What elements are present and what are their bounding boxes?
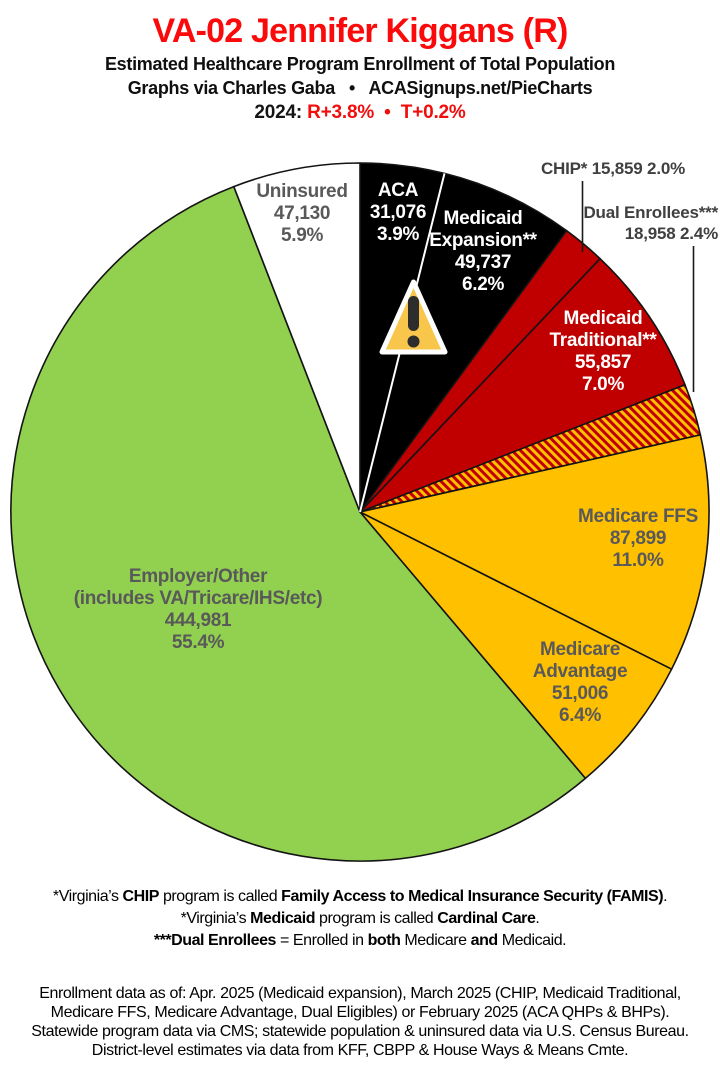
pie-slice-medicare-ffs: [359, 434, 710, 670]
chart-header: VA-02 Jennifer Kiggans (R) Estimated Hea…: [0, 10, 720, 125]
slice-label-medicaid-expansion: Medicaid Expansion** 49,737 6.2%: [429, 208, 537, 295]
footnote-chip: *Virginia’s CHIP program is called Famil…: [52, 888, 668, 905]
warning-exclamation-dot: [407, 335, 420, 348]
slice-label-aca: ACA 31,076 3.9%: [369, 180, 427, 245]
warning-exclamation-bar: [408, 296, 419, 331]
slice-label-employer-other: Employer/Other (includes VA/Tricare/IHS/…: [73, 566, 323, 653]
footnote-dual-enrollees: ***Dual Enrollees = Enrolled in both Med…: [153, 932, 567, 949]
footnote-medicaid: *Virginia’s Medicaid program is called C…: [180, 910, 540, 927]
slice-label-uninsured: Uninsured 47,130 5.9%: [256, 181, 348, 246]
source-note-line: Statewide program data via CMS; statewid…: [31, 1023, 689, 1040]
pie-slice-employer-other: [10, 185, 587, 862]
pie-slices-group: [10, 162, 710, 862]
pie-slice-medicare-advantage: [359, 511, 673, 780]
election-result-line: 2024: R+3.8% • T+0.2%: [0, 100, 720, 125]
source-note-line: Medicare FFS, Medicare Advantage, Dual E…: [50, 1004, 670, 1021]
source-note-line: District-level estimates via data from K…: [91, 1042, 629, 1059]
pie-slice-uninsured: [233, 162, 361, 513]
source-note-block: Enrollment data as of: Apr. 2025 (Medica…: [0, 984, 720, 1060]
slice-label-medicare-ffs: Medicare FFS 87,899 11.0%: [578, 506, 698, 571]
footnotes-block: *Virginia’s CHIP program is called Famil…: [0, 886, 720, 952]
page-title: VA-02 Jennifer Kiggans (R): [152, 12, 569, 50]
slice-label-medicare-advantage: Medicare Advantage 51,006 6.4%: [532, 639, 628, 726]
year-label: 2024:: [254, 102, 308, 123]
warning-triangle-icon: [379, 279, 448, 355]
pie-slice-medicaid-traditional: [359, 257, 686, 513]
byline: Graphs via Charles Gaba • ACASignups.net…: [127, 78, 593, 98]
pie-slice-medicaid-expansion: [359, 172, 568, 513]
slice-label-chip: CHIP* 15,859 2.0%: [540, 159, 686, 178]
year-values: R+3.8% • T+0.2%: [307, 102, 466, 123]
source-note-line: Enrollment data as of: Apr. 2025 (Medica…: [39, 985, 681, 1002]
slice-label-dual-enrollees: Dual Enrollees*** 18,958 2.4%: [583, 203, 718, 243]
slice-label-medicaid-traditional: Medicaid Traditional** 55,857 7.0%: [549, 308, 657, 395]
subtitle: Estimated Healthcare Program Enrollment …: [104, 54, 616, 74]
